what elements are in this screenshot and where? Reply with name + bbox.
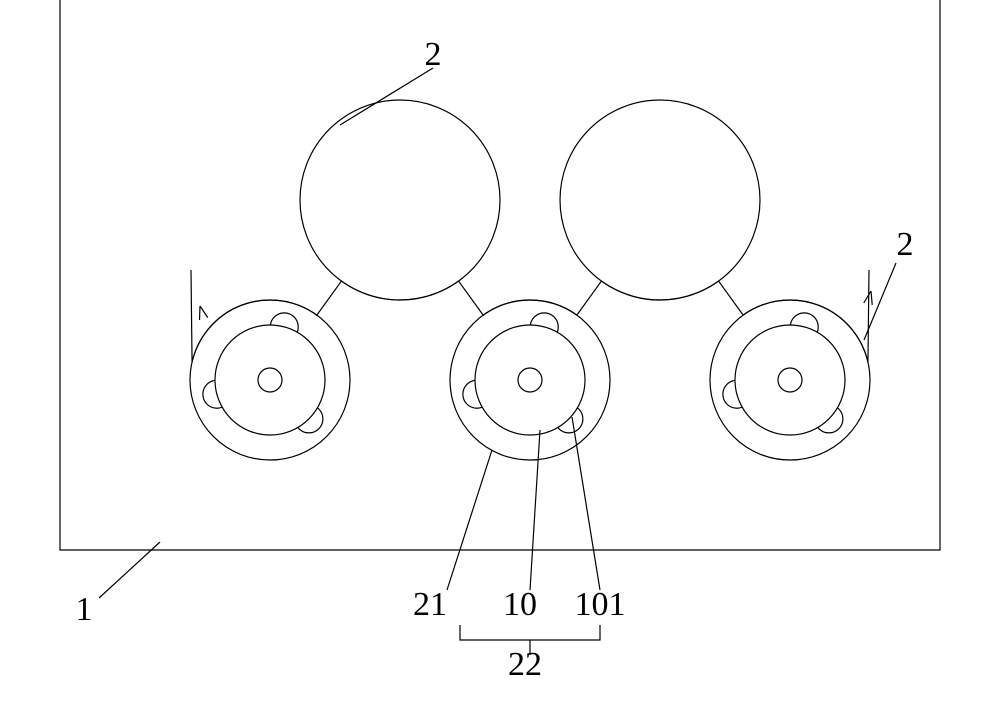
leader-2-top [340,68,433,125]
leader-10 [530,430,540,590]
label-2-right: 2 [897,226,914,263]
leader-101 [572,417,600,590]
label-21: 21 [413,586,447,623]
outer-frame [60,0,940,550]
lower-centerhole-2 [778,368,802,392]
lower-inner-0 [215,325,325,435]
lower-centerhole-0 [258,368,282,392]
label-1: 1 [76,591,93,628]
upper-circle-left [300,100,500,300]
upper-circle-right [560,100,760,300]
label-2-top: 2 [425,36,442,73]
leader-21 [447,450,492,590]
entry-arrow-icon [200,306,208,320]
label-22: 22 [508,646,542,683]
exit-arrow-icon [864,291,872,305]
label-10: 10 [503,586,537,623]
lower-satellites-1 [463,313,583,433]
lower-centerhole-1 [518,368,542,392]
label-101: 101 [575,586,626,623]
lower-inner-2 [735,325,845,435]
lower-satellites-2 [723,313,843,433]
lower-inner-1 [475,325,585,435]
lower-satellites-0 [203,313,323,433]
